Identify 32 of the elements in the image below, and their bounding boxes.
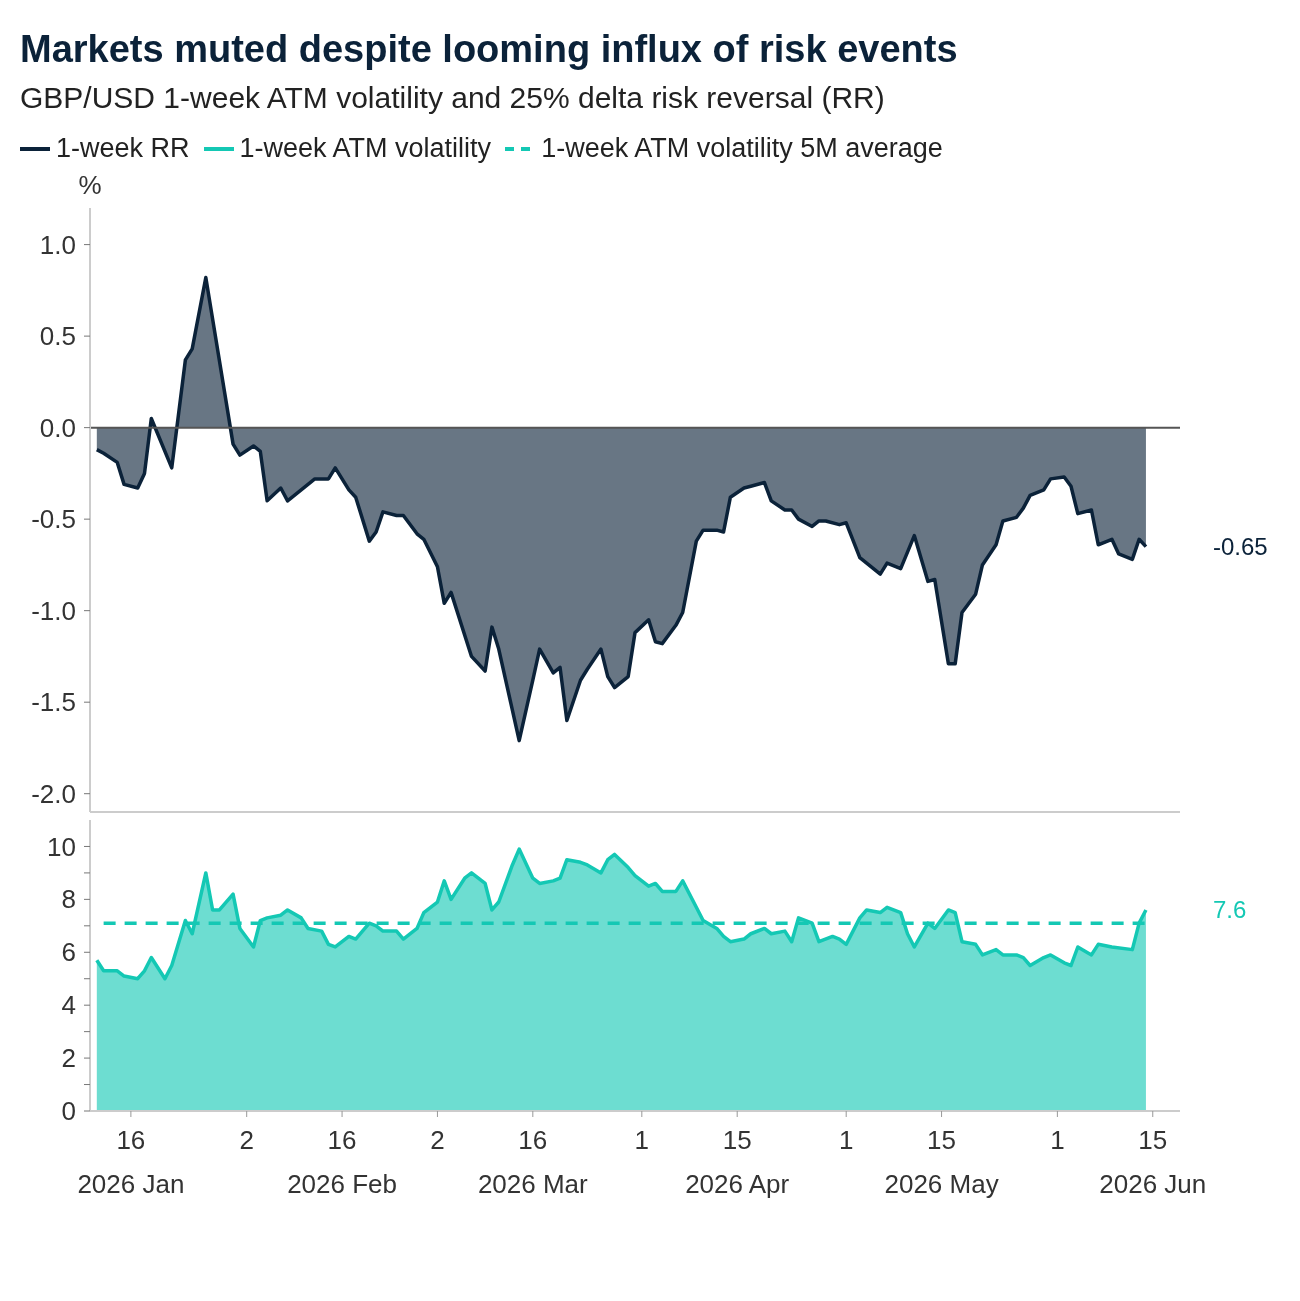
x-tick-label: 2	[239, 1125, 254, 1155]
x-tick-label: 1	[1050, 1125, 1065, 1155]
y-tick-label: 8	[61, 884, 76, 915]
x-tick-label: 15 2026 Apr	[685, 1125, 790, 1199]
x-tick-label: 2	[430, 1125, 445, 1155]
legend-label: 1-week ATM volatility 5M average	[541, 133, 943, 164]
chart-subtitle: GBP/USD 1-week ATM volatility and 25% delta risk reversal (RR)	[19, 80, 886, 116]
x-tick-label: 1	[634, 1125, 650, 1155]
y-axis-title: %	[78, 170, 102, 200]
x-tick-label: 16 2026 Feb	[287, 1125, 397, 1199]
y-tick-label: 0.0	[39, 412, 76, 443]
y-tick-label: -1.5	[31, 687, 76, 718]
y-tick-label: 1.0	[39, 229, 76, 260]
y-tick-label: -0.5	[31, 504, 76, 535]
y-tick-label: -2.0	[31, 778, 76, 809]
y-tick-label: 6	[61, 937, 76, 968]
legend-label: 1-week RR	[56, 133, 190, 164]
x-tick-label: 15 2026 Jun	[1099, 1125, 1207, 1199]
x-tick-label: 16 2026 Jan	[77, 1125, 185, 1199]
x-tick-label: 1	[838, 1125, 854, 1155]
annotation: 7.6	[1212, 896, 1247, 924]
chart-title: Markets muted despite looming influx of risk events	[19, 27, 959, 71]
x-tick-label: 16 2026 Mar	[477, 1125, 589, 1199]
y-tick-label: 2	[61, 1043, 76, 1074]
y-tick-label: 10	[47, 831, 76, 862]
y-tick-label: 4	[61, 990, 76, 1021]
y-tick-label: 0.5	[39, 321, 76, 352]
annotation: -0.65	[1212, 533, 1268, 561]
y-tick-label: 0	[61, 1096, 76, 1127]
x-tick-label: 15 2026 May	[884, 1125, 999, 1199]
legend-label: 1-week ATM volatility	[239, 133, 492, 164]
y-tick-label: -1.0	[31, 595, 76, 626]
